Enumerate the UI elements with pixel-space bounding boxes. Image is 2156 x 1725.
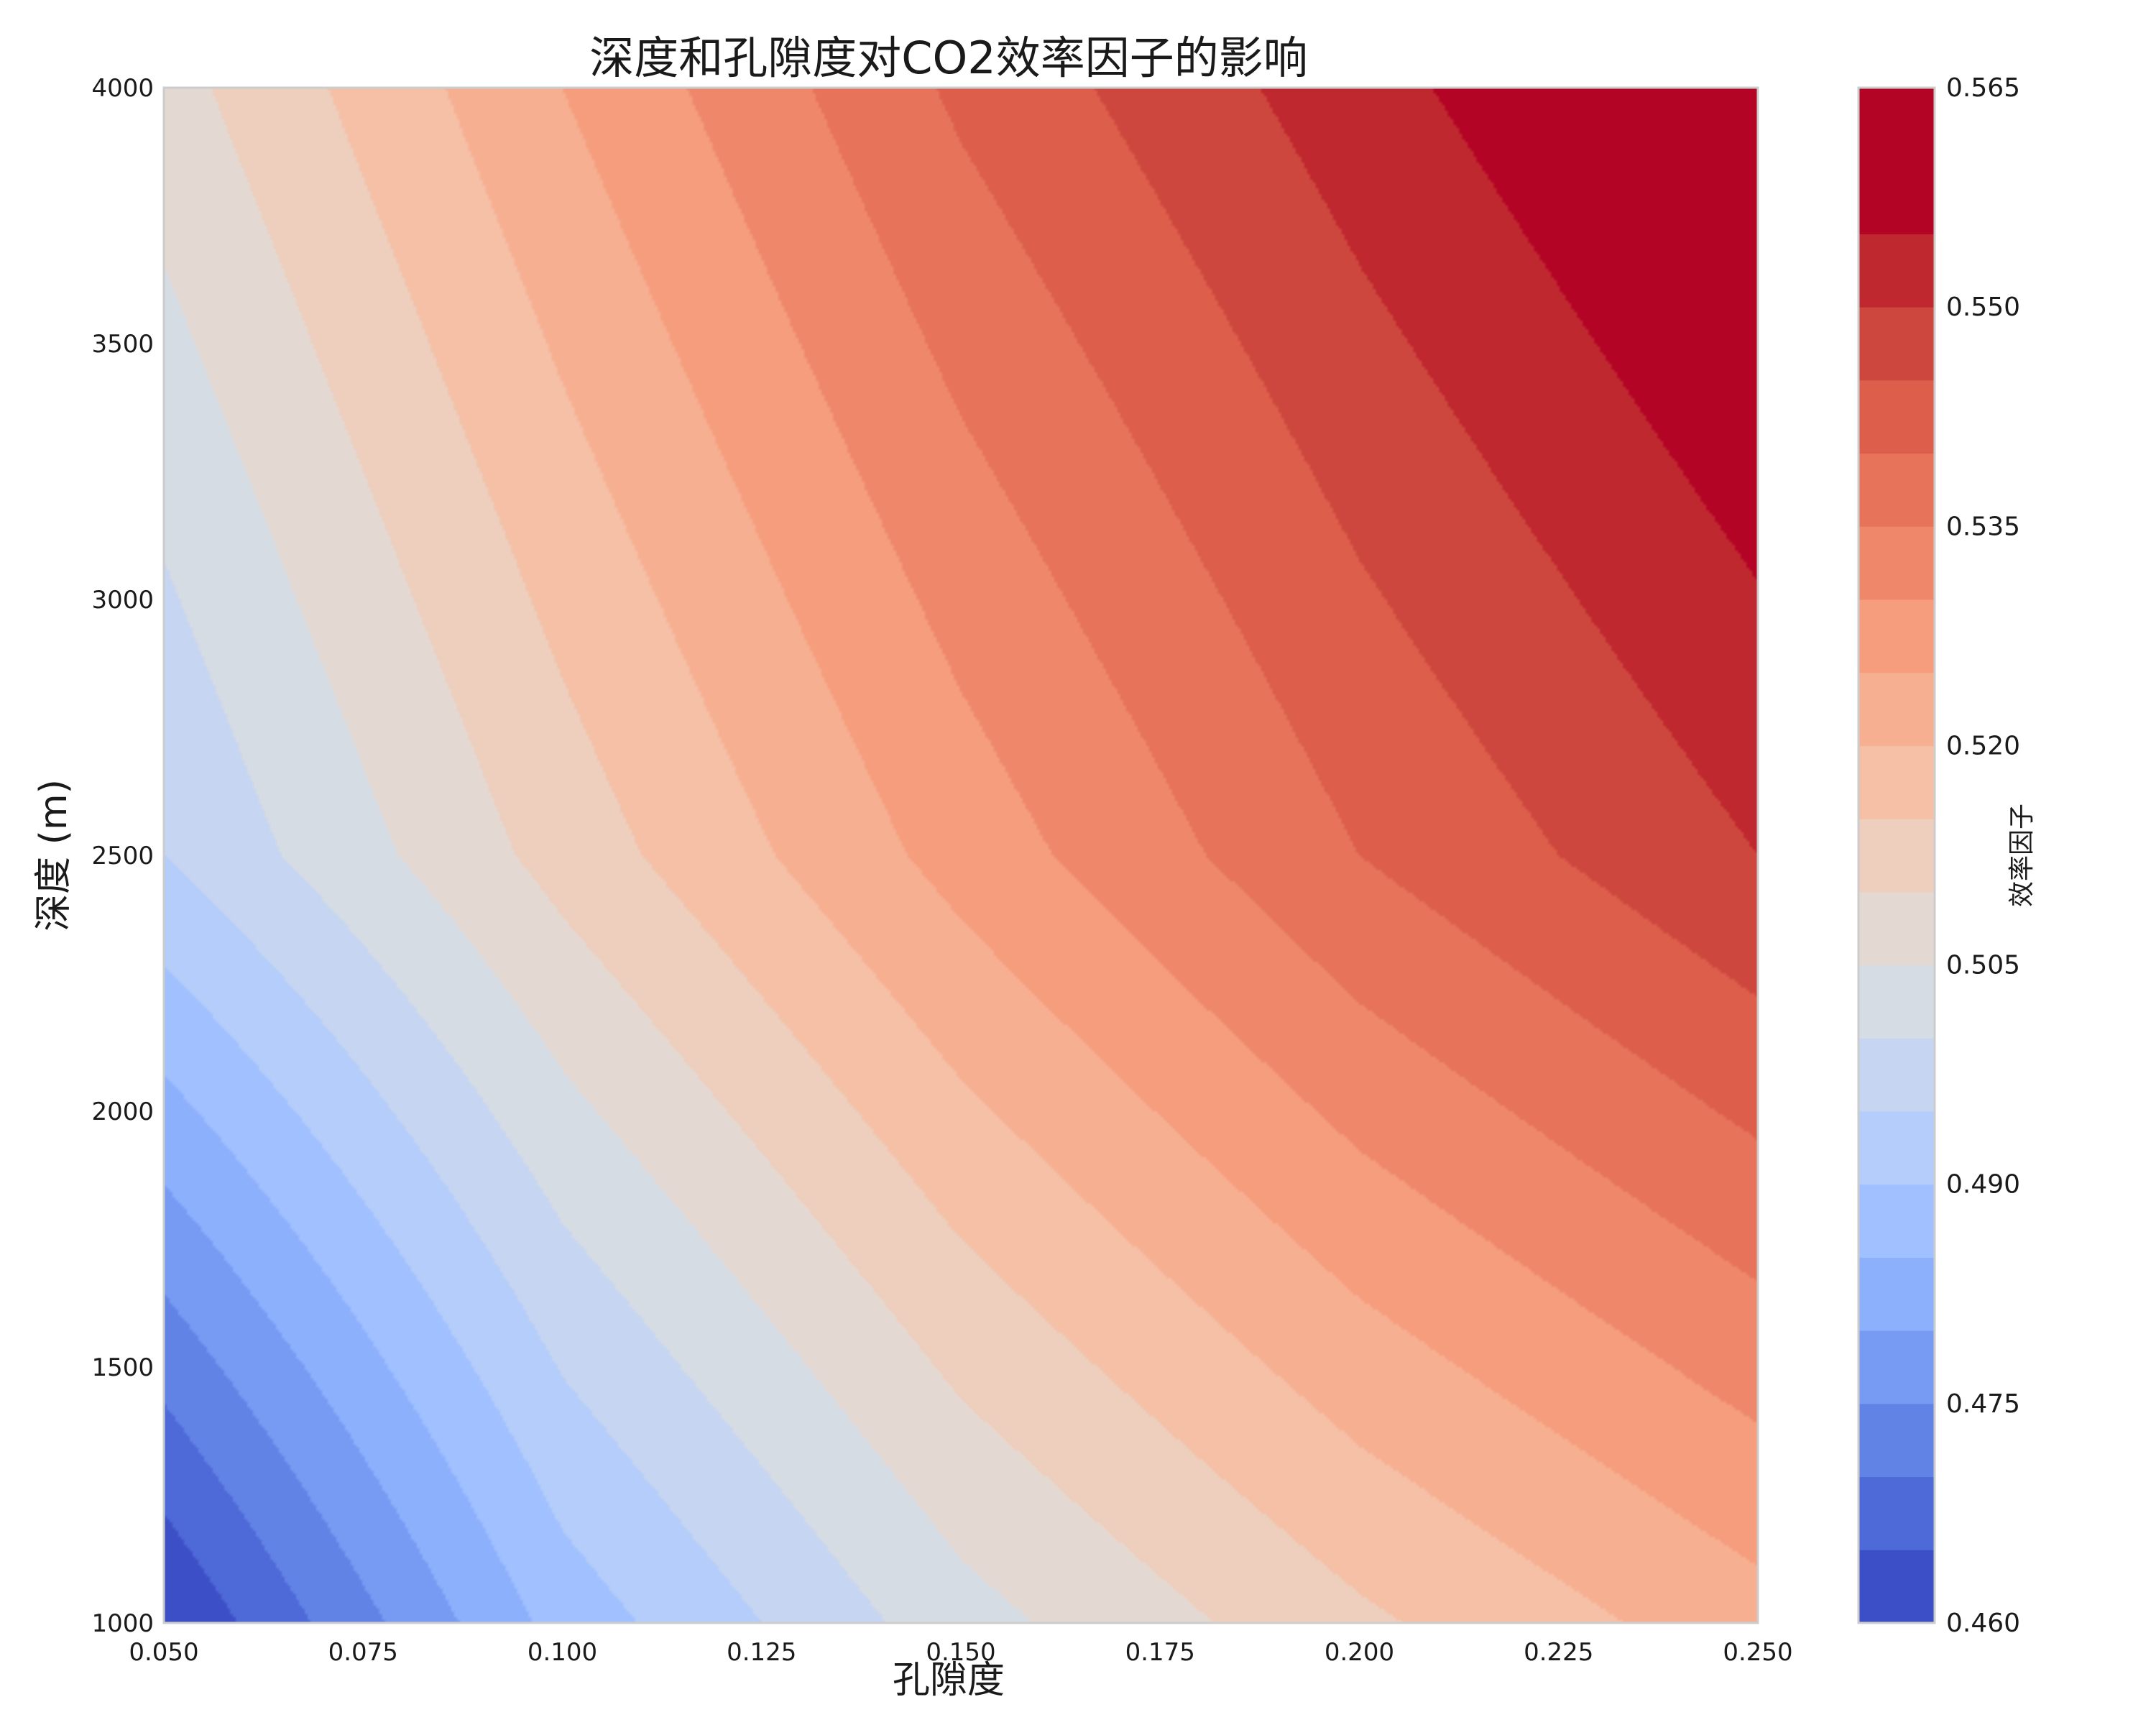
colorbar-tick-label: 0.505: [1946, 951, 2020, 980]
colorbar-band: [1858, 965, 1935, 1039]
x-tick-label: 0.075: [328, 1638, 398, 1667]
x-tick-label: 0.050: [129, 1638, 198, 1667]
y-tick-label: 1500: [91, 1353, 154, 1382]
plot-frame: [162, 86, 1759, 1624]
colorbar-band: [1858, 1330, 1935, 1404]
colorbar-band: [1858, 1038, 1935, 1112]
x-tick-label: 0.200: [1325, 1638, 1394, 1667]
colorbar-band: [1858, 1184, 1935, 1258]
x-tick-label: 0.250: [1723, 1638, 1792, 1667]
colorbar-band: [1858, 1111, 1935, 1185]
colorbar-tick-label: 0.490: [1946, 1170, 2020, 1200]
x-tick-label: 0.100: [528, 1638, 597, 1667]
colorbar-band: [1858, 819, 1935, 893]
colorbar-band: [1858, 1550, 1935, 1624]
contour-fill: [164, 88, 1758, 1623]
x-tick-label: 0.225: [1524, 1638, 1593, 1667]
colorbar-tick-label: 0.520: [1946, 731, 2020, 760]
colorbar-band: [1858, 160, 1935, 234]
axis-ticks: 0.050 0.075 0.100 0.125 0.150 0.175 0.200 0.225…: [91, 73, 2020, 1667]
y-tick-label: 3500: [91, 330, 154, 359]
colorbar-tick-label: 0.460: [1946, 1609, 2020, 1638]
y-tick-label: 3000: [91, 586, 154, 615]
colorbar: [1857, 86, 1936, 1624]
colorbar-tick-label: 0.535: [1946, 512, 2020, 541]
colorbar-band: [1858, 1476, 1935, 1550]
colorbar-band: [1858, 891, 1935, 966]
colorbar-band: [1858, 453, 1935, 527]
colorbar-band: [1858, 1403, 1935, 1478]
colorbar-band: [1858, 307, 1935, 381]
y-tick-label: 2000: [91, 1098, 154, 1126]
colorbar-tick-label: 0.565: [1946, 73, 2020, 103]
x-tick-label: 0.150: [926, 1638, 995, 1667]
colorbar-band: [1858, 380, 1935, 454]
colorbar-band: [1858, 1257, 1935, 1331]
colorbar-tick-label: 0.475: [1946, 1389, 2020, 1419]
y-tick-label: 2500: [91, 842, 154, 870]
colorbar-frame: [1857, 86, 1936, 1624]
colorbar-band: [1858, 599, 1935, 673]
x-tick-label: 0.175: [1125, 1638, 1195, 1667]
y-tick-label: 1000: [91, 1609, 154, 1638]
chart-title: 深度和孔隙度对CO2效率因子的影响: [589, 32, 1308, 84]
x-axis-label: 孔隙度: [893, 1659, 1005, 1702]
colorbar-band: [1858, 672, 1935, 746]
contour-plot-area: [162, 86, 1759, 1624]
x-tick-label: 0.125: [727, 1638, 796, 1667]
y-axis-label: 深度 (m): [32, 779, 75, 932]
colorbar-label: 效率因子: [2007, 804, 2037, 907]
colorbar-band: [1858, 745, 1935, 819]
colorbar-tick-label: 0.550: [1946, 293, 2020, 322]
y-tick-label: 4000: [91, 74, 154, 103]
colorbar-band: [1858, 526, 1935, 600]
colorbar-band: [1858, 234, 1935, 308]
colorbar-band: [1858, 88, 1935, 162]
